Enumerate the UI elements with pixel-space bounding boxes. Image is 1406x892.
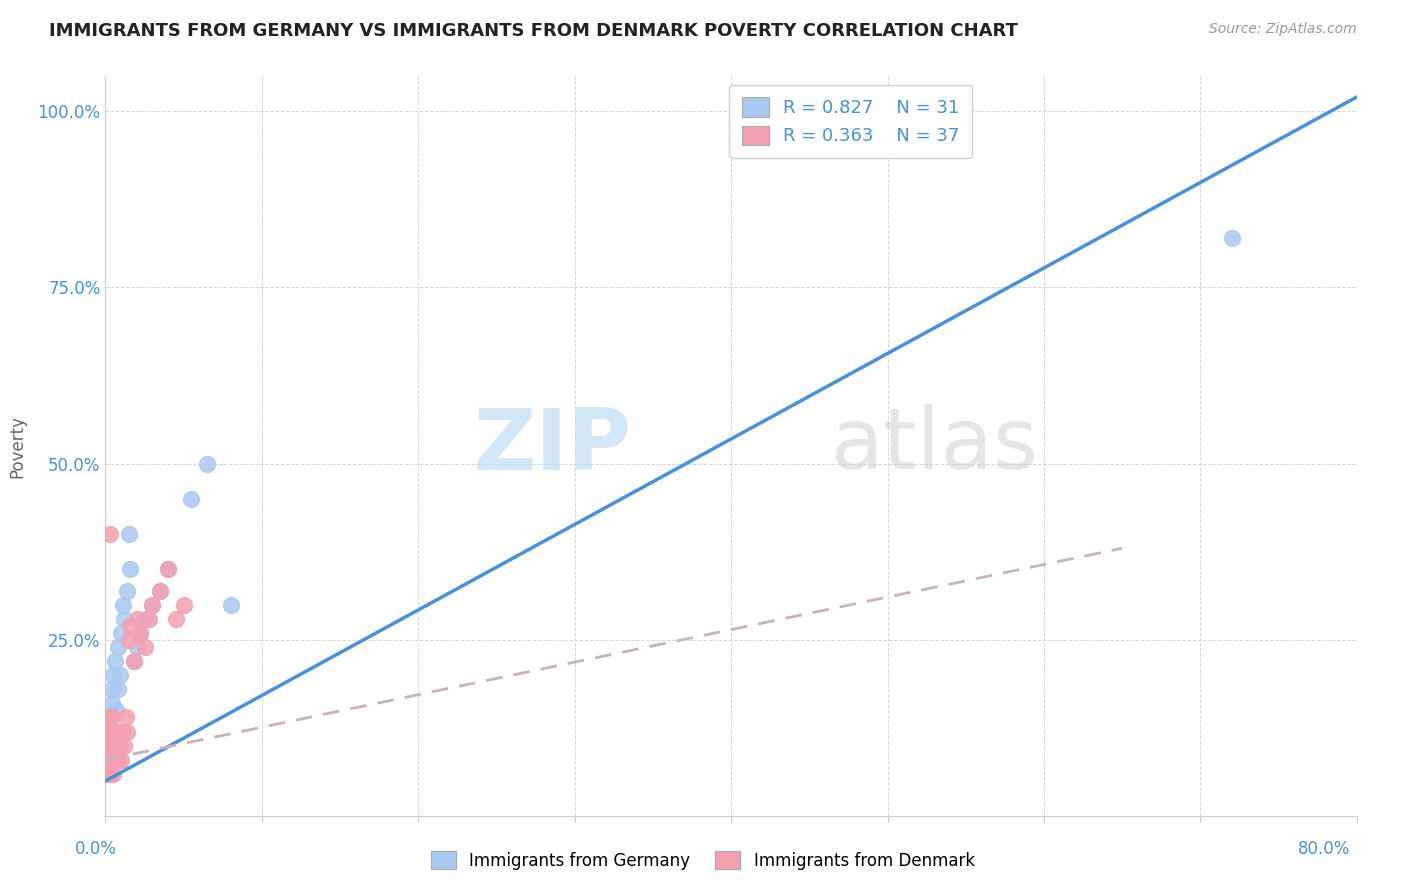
Point bbox=[117, 724, 139, 739]
Point bbox=[111, 724, 134, 739]
Point bbox=[120, 619, 142, 633]
Point bbox=[128, 625, 150, 640]
Point bbox=[165, 612, 187, 626]
Point bbox=[96, 753, 118, 767]
Point bbox=[118, 527, 141, 541]
Point bbox=[110, 625, 132, 640]
Point bbox=[100, 682, 122, 697]
Point bbox=[108, 668, 131, 682]
Point bbox=[100, 710, 122, 724]
Point bbox=[219, 598, 242, 612]
Text: 80.0%: 80.0% bbox=[1298, 840, 1351, 858]
Point bbox=[122, 654, 145, 668]
Point bbox=[105, 753, 128, 767]
Point bbox=[97, 739, 120, 753]
Point bbox=[100, 724, 122, 739]
Point bbox=[128, 625, 150, 640]
Point bbox=[134, 640, 156, 654]
Legend: Immigrants from Germany, Immigrants from Denmark: Immigrants from Germany, Immigrants from… bbox=[425, 845, 981, 877]
Point bbox=[100, 697, 122, 711]
Point bbox=[157, 562, 180, 576]
Point bbox=[141, 598, 163, 612]
Point bbox=[96, 767, 118, 781]
Text: Source: ZipAtlas.com: Source: ZipAtlas.com bbox=[1209, 22, 1357, 37]
Point bbox=[173, 598, 195, 612]
Point bbox=[98, 527, 121, 541]
Point bbox=[107, 682, 129, 697]
Text: ZIP: ZIP bbox=[474, 404, 631, 488]
Point bbox=[149, 583, 172, 598]
Point bbox=[120, 562, 142, 576]
Point bbox=[103, 753, 125, 767]
Point bbox=[122, 654, 145, 668]
Point bbox=[98, 753, 121, 767]
Point bbox=[138, 612, 160, 626]
Point bbox=[157, 562, 180, 576]
Point bbox=[1220, 231, 1243, 245]
Point bbox=[141, 598, 163, 612]
Point bbox=[110, 753, 132, 767]
Point bbox=[125, 612, 148, 626]
Point bbox=[97, 724, 120, 739]
Point bbox=[111, 598, 134, 612]
Point bbox=[104, 654, 127, 668]
Text: atlas: atlas bbox=[831, 404, 1039, 488]
Point bbox=[107, 753, 129, 767]
Point bbox=[96, 753, 118, 767]
Point bbox=[104, 724, 127, 739]
Point bbox=[108, 739, 131, 753]
Point bbox=[125, 640, 148, 654]
Point bbox=[103, 739, 125, 753]
Point bbox=[180, 491, 202, 506]
Point bbox=[100, 739, 122, 753]
Point bbox=[195, 457, 218, 471]
Point bbox=[107, 724, 129, 739]
Point bbox=[107, 640, 129, 654]
Point bbox=[117, 583, 139, 598]
Point bbox=[112, 612, 135, 626]
Legend: R = 0.827    N = 31, R = 0.363    N = 37: R = 0.827 N = 31, R = 0.363 N = 37 bbox=[730, 85, 973, 158]
Point bbox=[112, 739, 135, 753]
Point bbox=[104, 739, 127, 753]
Text: 0.0%: 0.0% bbox=[75, 840, 117, 858]
Point bbox=[118, 632, 141, 647]
Point bbox=[97, 710, 120, 724]
Point bbox=[103, 767, 125, 781]
Point bbox=[97, 739, 120, 753]
Text: IMMIGRANTS FROM GERMANY VS IMMIGRANTS FROM DENMARK POVERTY CORRELATION CHART: IMMIGRANTS FROM GERMANY VS IMMIGRANTS FR… bbox=[49, 22, 1018, 40]
Point bbox=[105, 703, 128, 717]
Point bbox=[98, 767, 121, 781]
Point bbox=[98, 767, 121, 781]
Point bbox=[103, 668, 125, 682]
Point bbox=[149, 583, 172, 598]
Y-axis label: Poverty: Poverty bbox=[8, 415, 27, 477]
Point bbox=[134, 612, 156, 626]
Point bbox=[114, 710, 136, 724]
Point bbox=[97, 724, 120, 739]
Point bbox=[98, 710, 121, 724]
Point bbox=[105, 739, 128, 753]
